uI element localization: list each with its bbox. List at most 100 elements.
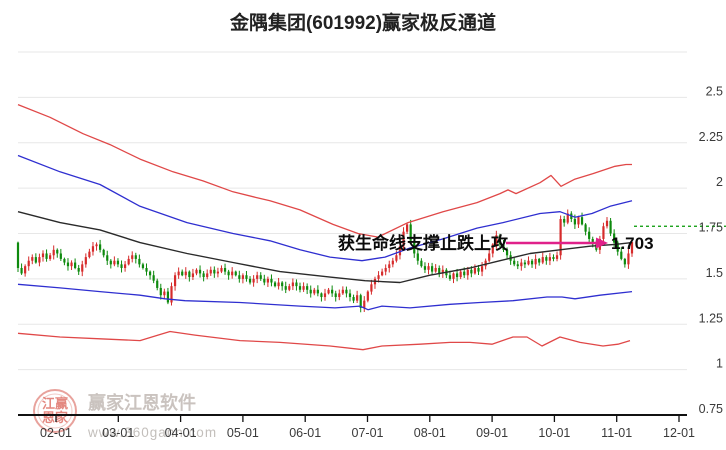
candle-up bbox=[391, 260, 394, 265]
candle-down bbox=[498, 235, 502, 245]
candle-up bbox=[363, 300, 366, 308]
candle-down bbox=[545, 257, 548, 261]
lower_extreme_red-line bbox=[17, 330, 631, 351]
x-tick-label: 03-01 bbox=[102, 426, 134, 440]
candle-up bbox=[341, 289, 344, 294]
candle-up bbox=[488, 253, 491, 261]
candle-down bbox=[120, 264, 123, 268]
candle-up bbox=[548, 257, 551, 261]
x-tick-label: 12-01 bbox=[663, 426, 695, 440]
candle-down bbox=[455, 273, 459, 278]
candle-up bbox=[377, 275, 380, 279]
candle-up bbox=[195, 269, 198, 274]
candle-up bbox=[95, 244, 98, 247]
candle-down bbox=[148, 271, 152, 276]
candle-down bbox=[580, 217, 584, 225]
x-tick-label: 07-01 bbox=[352, 426, 384, 440]
annotation-price-label: 1.703 bbox=[611, 234, 654, 253]
candle-down bbox=[198, 269, 202, 274]
candle-down bbox=[45, 253, 48, 259]
x-tick-label: 08-01 bbox=[414, 426, 446, 440]
candle-up bbox=[402, 231, 405, 247]
y-tick-label: 1.25 bbox=[699, 311, 723, 325]
watermark-seal-ring-icon bbox=[37, 393, 73, 429]
y-tick-label: 2.5 bbox=[706, 84, 723, 98]
candle-down bbox=[470, 269, 473, 274]
y-tick-label: 1.75 bbox=[699, 221, 723, 235]
candle-up bbox=[184, 271, 187, 276]
candle-down bbox=[152, 275, 155, 281]
candle-up bbox=[127, 258, 130, 265]
candle-up bbox=[49, 255, 52, 259]
candle-up bbox=[338, 293, 341, 298]
candle-down bbox=[359, 295, 362, 308]
candle-down bbox=[223, 267, 227, 272]
candle-down bbox=[74, 262, 77, 268]
candle-up bbox=[605, 220, 609, 227]
candle-down bbox=[573, 218, 576, 225]
candle-up bbox=[484, 260, 487, 267]
candle-up bbox=[534, 258, 537, 265]
candle-down bbox=[213, 269, 216, 274]
candle-down bbox=[166, 291, 170, 303]
candle-down bbox=[102, 249, 105, 256]
x-tick-label: 11-01 bbox=[601, 426, 632, 440]
candle-down bbox=[513, 260, 516, 265]
candle-up bbox=[452, 273, 455, 279]
candle-up bbox=[559, 218, 562, 256]
candle-up bbox=[113, 260, 116, 265]
candle-up bbox=[173, 275, 177, 287]
candle-up bbox=[266, 278, 269, 283]
candle-down bbox=[563, 218, 566, 223]
candle-down bbox=[263, 278, 266, 283]
lower_blue-line bbox=[17, 283, 633, 311]
candle-up bbox=[527, 260, 530, 265]
candle-down bbox=[63, 258, 66, 263]
candle-down bbox=[298, 286, 302, 290]
candle-down bbox=[273, 282, 277, 287]
candle-up bbox=[288, 286, 291, 290]
candle-up bbox=[327, 289, 330, 294]
candle-up bbox=[566, 213, 569, 223]
candle-up bbox=[602, 226, 605, 239]
candle-up bbox=[427, 266, 430, 270]
candle-up bbox=[81, 264, 84, 272]
candle-down bbox=[505, 249, 509, 256]
candle-down bbox=[591, 238, 594, 245]
candle-up bbox=[434, 267, 437, 272]
candle-down bbox=[345, 289, 348, 294]
candle-up bbox=[38, 257, 41, 263]
candle-down bbox=[77, 267, 80, 272]
candle-down bbox=[245, 275, 248, 279]
candlesticks bbox=[16, 209, 634, 313]
candle-down bbox=[34, 257, 37, 263]
candle-down bbox=[259, 275, 262, 279]
candle-up bbox=[388, 264, 391, 268]
candle-up bbox=[191, 273, 195, 278]
candle-down bbox=[20, 267, 23, 274]
y-tick-label: 1 bbox=[716, 357, 723, 371]
candle-up bbox=[241, 275, 244, 279]
candle-down bbox=[334, 293, 337, 298]
candle-up bbox=[24, 266, 27, 274]
channel-lines bbox=[17, 103, 633, 351]
candle-up bbox=[177, 271, 180, 276]
candle-down bbox=[352, 297, 355, 301]
x-tick-label: 10-01 bbox=[538, 426, 570, 440]
candle-up bbox=[91, 246, 95, 252]
candle-down bbox=[588, 231, 591, 239]
upper_blue-line bbox=[17, 154, 633, 262]
candle-down bbox=[306, 286, 309, 290]
candle-down bbox=[623, 258, 626, 265]
watermark-seal-icon bbox=[33, 389, 77, 433]
y-tick-label: 2.25 bbox=[699, 130, 723, 144]
candle-up bbox=[473, 267, 477, 274]
candle-down bbox=[448, 275, 452, 279]
candle-down bbox=[516, 264, 519, 267]
candle-down bbox=[138, 258, 141, 265]
candle-up bbox=[323, 293, 327, 298]
candle-up bbox=[31, 257, 34, 261]
candle-down bbox=[309, 289, 312, 294]
candle-up bbox=[491, 244, 494, 254]
candle-up bbox=[627, 253, 630, 265]
